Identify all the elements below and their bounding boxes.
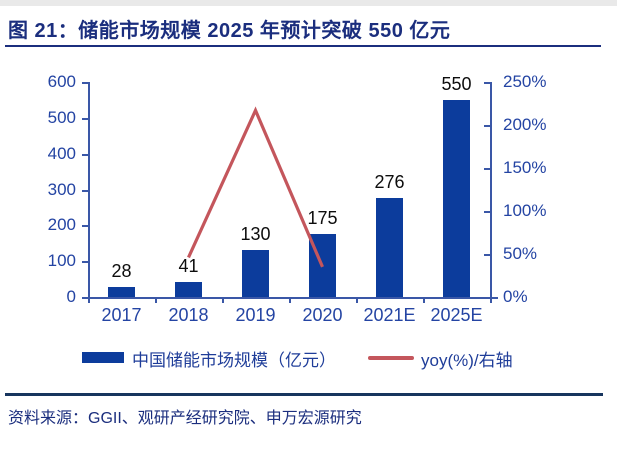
x-axis-label: 2019 — [235, 305, 276, 325]
right-axis-label: 200% — [503, 115, 547, 134]
y-axis-label: 100 — [47, 251, 76, 271]
line-series-swatch — [368, 356, 414, 360]
y-axis-label: 400 — [47, 143, 76, 163]
source-note: 资料来源：GGII、观研产经研究院、申万宏源研究 — [8, 410, 362, 427]
title-underline — [5, 45, 601, 47]
x-axis-tick — [155, 297, 157, 303]
x-axis-label: 2017 — [101, 305, 142, 325]
bar-series-label: 中国储能市场规模（亿元） — [132, 351, 336, 370]
x-axis-line — [84, 297, 498, 299]
right-axis-tick — [484, 297, 490, 299]
x-axis-tick — [88, 297, 90, 303]
right-axis-label: 100% — [503, 201, 547, 220]
left-axis-tick — [82, 297, 88, 299]
x-axis-tick — [356, 297, 358, 303]
right-axis-label: 150% — [503, 158, 547, 177]
x-axis-label: 2020 — [302, 305, 343, 325]
right-axis-label: 250% — [503, 72, 547, 91]
x-axis-tick — [423, 297, 425, 303]
line-series-label: yoy(%)/右轴 — [421, 351, 513, 370]
right-axis-tick — [484, 125, 490, 127]
x-axis-label: 2021E — [363, 305, 416, 325]
bar-value-label: 175 — [307, 208, 338, 229]
left-axis-tick — [82, 117, 88, 120]
y-axis-label: 300 — [47, 179, 76, 199]
right-axis-tick — [484, 168, 490, 170]
right-axis-tick — [484, 254, 490, 256]
x-axis-tick — [222, 297, 224, 303]
page-top-strip — [0, 0, 617, 6]
y-axis-label: 200 — [47, 215, 76, 235]
bar-value-label: 276 — [374, 172, 405, 193]
bar-value-label: 28 — [111, 260, 132, 281]
left-axis-tick — [82, 189, 88, 192]
y-axis-label: 500 — [47, 107, 76, 127]
bar-2025E — [443, 99, 470, 297]
x-axis-label: 2018 — [168, 305, 209, 325]
right-axis-line — [490, 82, 492, 297]
left-axis-line — [88, 82, 90, 297]
right-axis-label: 50% — [503, 244, 538, 263]
bar-2021E — [376, 198, 403, 297]
y-axis-label: 600 — [47, 72, 76, 91]
footer-divider — [5, 393, 603, 396]
right-axis-tick — [484, 82, 490, 84]
bar-value-label: 550 — [441, 73, 472, 94]
bar-2017 — [108, 286, 135, 297]
left-axis-tick — [82, 153, 88, 156]
left-axis-tick — [82, 261, 88, 264]
left-axis-tick — [82, 82, 88, 84]
figure-title: 图 21：储能市场规模 2025 年预计突破 550 亿元 — [8, 20, 451, 42]
left-axis-tick — [82, 225, 88, 228]
x-axis-tick — [289, 297, 291, 303]
bar-series-swatch — [82, 352, 124, 363]
bar-2019 — [242, 250, 269, 297]
x-axis-tick — [490, 297, 492, 303]
right-axis-label: 0% — [503, 287, 528, 306]
bar-value-label: 130 — [240, 224, 271, 245]
right-axis-tick — [484, 211, 490, 213]
bar-value-label: 41 — [178, 256, 199, 277]
y-axis-label: 0 — [66, 287, 76, 306]
chart-legend: 中国储能市场规模（亿元） yoy(%)/右轴 — [0, 344, 617, 370]
x-axis-label: 2025E — [430, 305, 483, 325]
bar-2018 — [175, 282, 202, 297]
